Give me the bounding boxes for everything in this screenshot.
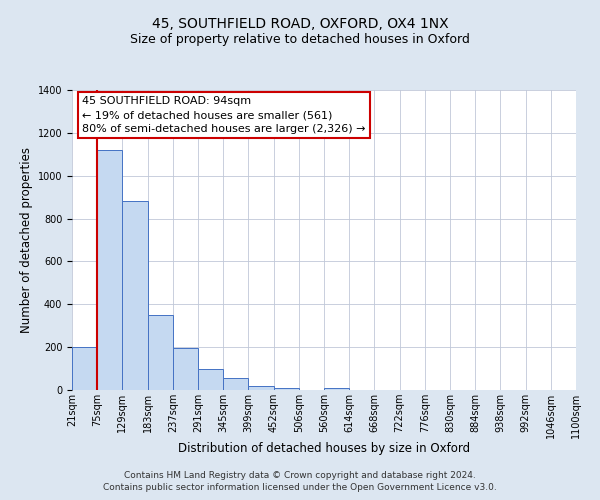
Bar [72,347,97,390]
Bar [198,368,223,390]
Text: 45, SOUTHFIELD ROAD, OXFORD, OX4 1NX: 45, SOUTHFIELD ROAD, OXFORD, OX4 1NX [152,18,448,32]
Bar [173,348,198,390]
Bar [324,388,349,390]
Text: Contains HM Land Registry data © Crown copyright and database right 2024.: Contains HM Land Registry data © Crown c… [124,471,476,480]
Bar [97,150,122,390]
Text: Contains public sector information licensed under the Open Government Licence v3: Contains public sector information licen… [103,484,497,492]
Bar [248,386,274,390]
Text: 45 SOUTHFIELD ROAD: 94sqm
← 19% of detached houses are smaller (561)
80% of semi: 45 SOUTHFIELD ROAD: 94sqm ← 19% of detac… [82,96,365,134]
X-axis label: Distribution of detached houses by size in Oxford: Distribution of detached houses by size … [178,442,470,455]
Y-axis label: Number of detached properties: Number of detached properties [20,147,34,333]
Bar [148,315,173,390]
Bar [122,202,148,390]
Text: Size of property relative to detached houses in Oxford: Size of property relative to detached ho… [130,34,470,46]
Bar [274,388,299,390]
Bar [223,378,248,390]
